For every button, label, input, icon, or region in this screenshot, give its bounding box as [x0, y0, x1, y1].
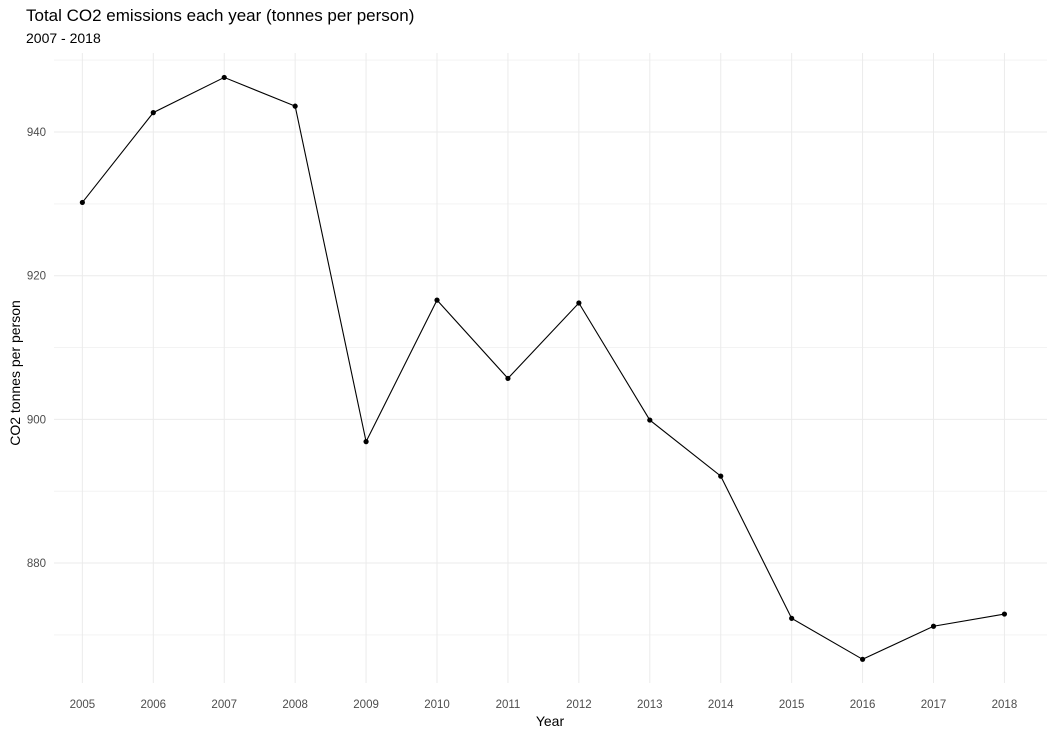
- grid-lines: [54, 53, 1047, 683]
- x-axis-ticks: 2005 2006 2007 2008 2009 2010 2011 2012 2013 2014…: [70, 699, 1018, 711]
- y-tick-label: 940: [27, 127, 46, 139]
- data-point: [221, 74, 227, 81]
- x-axis-title: Year: [536, 713, 565, 729]
- y-tick-label: 900: [27, 414, 46, 426]
- y-axis-ticks: 880 900 920 940: [27, 127, 46, 570]
- data-point: [930, 623, 937, 629]
- x-tick-label: 2018: [992, 699, 1018, 711]
- y-axis-title: CO2 tonnes per person: [7, 300, 23, 446]
- data-point: [718, 473, 724, 479]
- data-point: [434, 297, 440, 303]
- chart-title: Total CO2 emissions each year (tonnes pe…: [26, 6, 415, 25]
- x-tick-label: 2016: [850, 699, 876, 711]
- data-point: [363, 439, 369, 445]
- x-tick-label: 2010: [424, 699, 450, 711]
- data-point: [505, 375, 511, 382]
- data-point: [789, 615, 795, 621]
- x-tick-label: 2009: [353, 699, 379, 711]
- data-point: [647, 417, 653, 423]
- x-tick-label: 2017: [921, 699, 947, 711]
- data-point: [79, 199, 85, 206]
- x-tick-label: 2011: [496, 699, 521, 711]
- y-tick-label: 920: [27, 271, 46, 283]
- data-point: [292, 103, 298, 109]
- x-tick-label: 2014: [708, 699, 734, 711]
- data-point: [1001, 611, 1008, 617]
- x-tick-label: 2007: [211, 699, 237, 711]
- x-tick-label: 2008: [282, 699, 308, 711]
- x-tick-label: 2005: [70, 699, 96, 711]
- x-tick-label: 2006: [141, 699, 167, 711]
- data-point: [859, 656, 866, 662]
- data-point: [576, 300, 582, 306]
- x-tick-label: 2015: [779, 699, 805, 711]
- y-tick-label: 880: [27, 558, 46, 570]
- series-layer: [79, 74, 1008, 662]
- x-tick-label: 2012: [566, 699, 592, 711]
- series-line: [81, 76, 1005, 660]
- chart-subtitle: 2007 - 2018: [26, 30, 101, 46]
- data-point: [150, 110, 156, 116]
- x-tick-label: 2013: [637, 699, 663, 711]
